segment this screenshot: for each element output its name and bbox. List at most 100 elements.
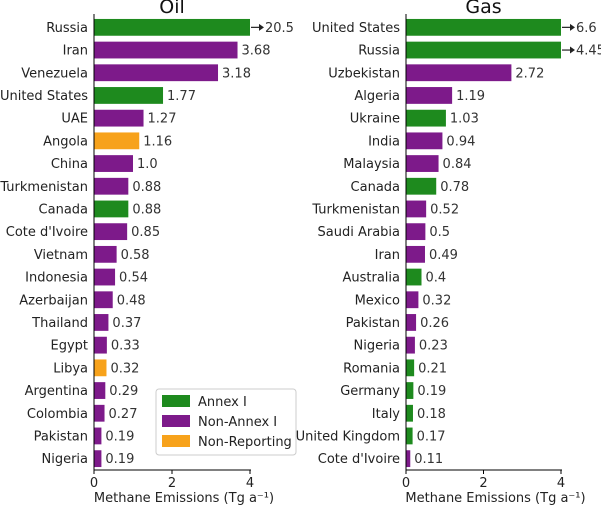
gas-value-label: 0.32 [422, 293, 451, 308]
legend-box [155, 388, 297, 456]
oil-value-label: 0.37 [112, 316, 141, 331]
oil-category-label: UAE [61, 112, 88, 127]
gas-bar [406, 109, 446, 127]
oil-category-label: Argentina [25, 384, 88, 399]
oil-bar [94, 200, 129, 218]
oil-bar [94, 223, 128, 241]
gas-bar [406, 314, 417, 331]
gas-overflow-arrow-head [570, 23, 575, 31]
oil-value-label: 1.0 [137, 157, 158, 172]
legend: Annex I Non-Annex I Non-Reporting [155, 388, 297, 456]
gas-bar [406, 245, 425, 263]
gas-x-tick-label: 2 [479, 476, 487, 491]
gas-category-label: Russia [358, 44, 400, 59]
oil-bar [94, 87, 164, 104]
gas-value-label: 2.72 [515, 66, 544, 81]
legend-swatch [162, 395, 190, 407]
oil-x-tick-label: 0 [90, 476, 98, 491]
gas-category-label: United Kingdom [296, 429, 400, 444]
gas-value-label: 0.26 [420, 316, 449, 331]
gas-bar [406, 177, 437, 195]
gas-bar [406, 132, 443, 150]
gas-bar [406, 64, 512, 82]
oil-bar [94, 64, 219, 82]
oil-value-label: 1.27 [148, 112, 177, 127]
gas-category-label: Saudi Arabia [318, 225, 401, 240]
oil-value-label: 3.68 [242, 44, 271, 59]
gas-bar [406, 200, 427, 218]
gas-category-label: Germany [340, 384, 400, 399]
oil-bar [94, 41, 238, 59]
oil-value-label: 0.29 [109, 384, 138, 399]
oil-bar [94, 336, 107, 354]
gas-value-label: 4.45 [576, 44, 601, 59]
gas-category-label: Iran [375, 248, 400, 263]
gas-bar [406, 155, 439, 172]
gas-value-label: 0.52 [430, 202, 459, 217]
oil-value-label: 0.48 [117, 293, 146, 308]
gas-bar [406, 404, 413, 422]
gas-x-tick-label: 4 [557, 476, 565, 491]
gas-category-label: Ukraine [350, 112, 400, 127]
oil-x-tick-label: 4 [246, 476, 254, 491]
gas-overflow-arrow-head [570, 46, 575, 54]
gas-value-label: 0.49 [429, 248, 458, 263]
oil-category-label: Iran [63, 44, 88, 59]
gas-value-label: 0.84 [443, 157, 472, 172]
gas-x-axis-title: Methane Emissions (Tg a⁻¹) [405, 491, 585, 506]
gas-value-label: 1.03 [450, 112, 479, 127]
oil-value-label: 1.16 [143, 134, 172, 149]
legend-swatch [162, 435, 190, 447]
gas-category-label: Turkmenistan [311, 202, 400, 217]
gas-category-label: Nigeria [353, 339, 400, 354]
oil-bar [94, 132, 140, 150]
gas-value-label: 0.18 [417, 407, 446, 422]
oil-value-label: 0.58 [121, 248, 150, 263]
oil-category-label: Pakistan [34, 429, 88, 444]
gas-category-label: Romania [343, 361, 400, 376]
legend-swatch [162, 415, 190, 427]
oil-value-label: 0.85 [131, 225, 160, 240]
oil-value-label: 0.27 [109, 407, 138, 422]
oil-bar [94, 450, 102, 468]
oil-category-label: Nigeria [41, 452, 88, 467]
oil-value-label: 0.54 [119, 271, 148, 286]
gas-category-label: Algeria [354, 89, 400, 104]
gas-category-label: Italy [372, 407, 401, 422]
oil-x-axis-title: Methane Emissions (Tg a⁻¹) [94, 491, 274, 506]
oil-category-label: United States [0, 89, 88, 104]
legend-label: Non-Annex I [198, 415, 277, 430]
gas-bar [406, 359, 415, 377]
gas-title: Gas [465, 0, 501, 18]
oil-bar [94, 109, 144, 127]
gas-category-label: Canada [351, 180, 400, 195]
gas-bar [406, 268, 422, 286]
oil-category-label: Thailand [31, 316, 88, 331]
oil-category-label: Indonesia [25, 271, 88, 286]
gas-bar [406, 450, 411, 468]
oil-category-label: Turkmenistan [0, 180, 88, 195]
oil-category-label: Canada [39, 202, 88, 217]
gas-category-label: Mexico [355, 293, 400, 308]
gas-panel: Gas United States 6.6 Russia 4.45 Uzbekistan 2… [296, 0, 601, 506]
oil-category-label: Angola [43, 134, 88, 149]
oil-title: Oil [159, 0, 185, 18]
oil-bar [94, 314, 109, 331]
oil-category-label: Venezuela [21, 66, 88, 81]
gas-bar [406, 427, 413, 445]
gas-value-label: 0.4 [426, 271, 447, 286]
oil-category-label: Colombia [27, 407, 88, 422]
gas-category-label: Australia [342, 271, 400, 286]
oil-value-label: 3.18 [222, 66, 251, 81]
gas-value-label: 6.6 [576, 21, 597, 36]
gas-bar [406, 382, 414, 399]
oil-bar [94, 155, 133, 172]
gas-bar [406, 18, 561, 36]
oil-bar [94, 382, 106, 399]
gas-value-label: 0.19 [417, 384, 446, 399]
oil-category-label: China [51, 157, 88, 172]
oil-value-label: 1.77 [167, 89, 196, 104]
gas-category-label: India [368, 134, 400, 149]
gas-value-label: 0.11 [414, 452, 443, 467]
